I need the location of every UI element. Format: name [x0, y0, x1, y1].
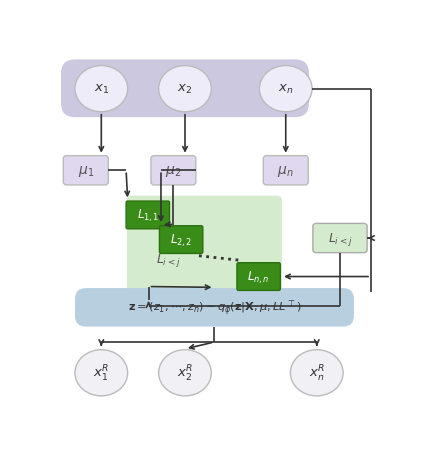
Text: $x_{1}$: $x_{1}$ — [94, 83, 109, 96]
FancyBboxPatch shape — [75, 289, 354, 327]
Text: $L_{i<j}$: $L_{i<j}$ — [328, 230, 352, 247]
FancyBboxPatch shape — [263, 156, 308, 185]
Text: $x_{n}$: $x_{n}$ — [278, 83, 294, 96]
Ellipse shape — [75, 66, 128, 112]
Text: $L_{n,n}$: $L_{n,n}$ — [248, 269, 270, 285]
Text: $\mathbf{z} = (z_1, \cdots, z_n) \sim q_{\phi}(\mathbf{z}|\mathbf{X}, \mu, LL^{\: $\mathbf{z} = (z_1, \cdots, z_n) \sim q_… — [128, 299, 301, 317]
Ellipse shape — [259, 66, 312, 112]
Text: $\mu_{2}$: $\mu_{2}$ — [165, 163, 181, 179]
Text: $x_{2}^{R}$: $x_{2}^{R}$ — [177, 363, 193, 383]
FancyBboxPatch shape — [61, 60, 309, 118]
Ellipse shape — [75, 350, 128, 396]
Text: $x_{1}^{R}$: $x_{1}^{R}$ — [93, 363, 109, 383]
Text: $\mu_{1}$: $\mu_{1}$ — [78, 163, 94, 179]
Ellipse shape — [158, 350, 211, 396]
FancyBboxPatch shape — [237, 263, 280, 291]
FancyBboxPatch shape — [313, 224, 367, 253]
Ellipse shape — [158, 66, 211, 112]
Text: $x_{n}^{R}$: $x_{n}^{R}$ — [308, 363, 325, 383]
Text: $x_{2}$: $x_{2}$ — [178, 83, 193, 96]
Text: $L_{1,1}$: $L_{1,1}$ — [137, 207, 159, 224]
FancyBboxPatch shape — [151, 156, 196, 185]
FancyBboxPatch shape — [159, 226, 203, 254]
FancyBboxPatch shape — [63, 156, 108, 185]
FancyBboxPatch shape — [127, 196, 282, 300]
Text: $L_{i<j}$: $L_{i<j}$ — [155, 252, 180, 268]
Ellipse shape — [291, 350, 343, 396]
Text: $L_{2,2}$: $L_{2,2}$ — [170, 232, 193, 248]
FancyBboxPatch shape — [126, 202, 170, 229]
Text: $\mu_{n}$: $\mu_{n}$ — [277, 163, 294, 179]
